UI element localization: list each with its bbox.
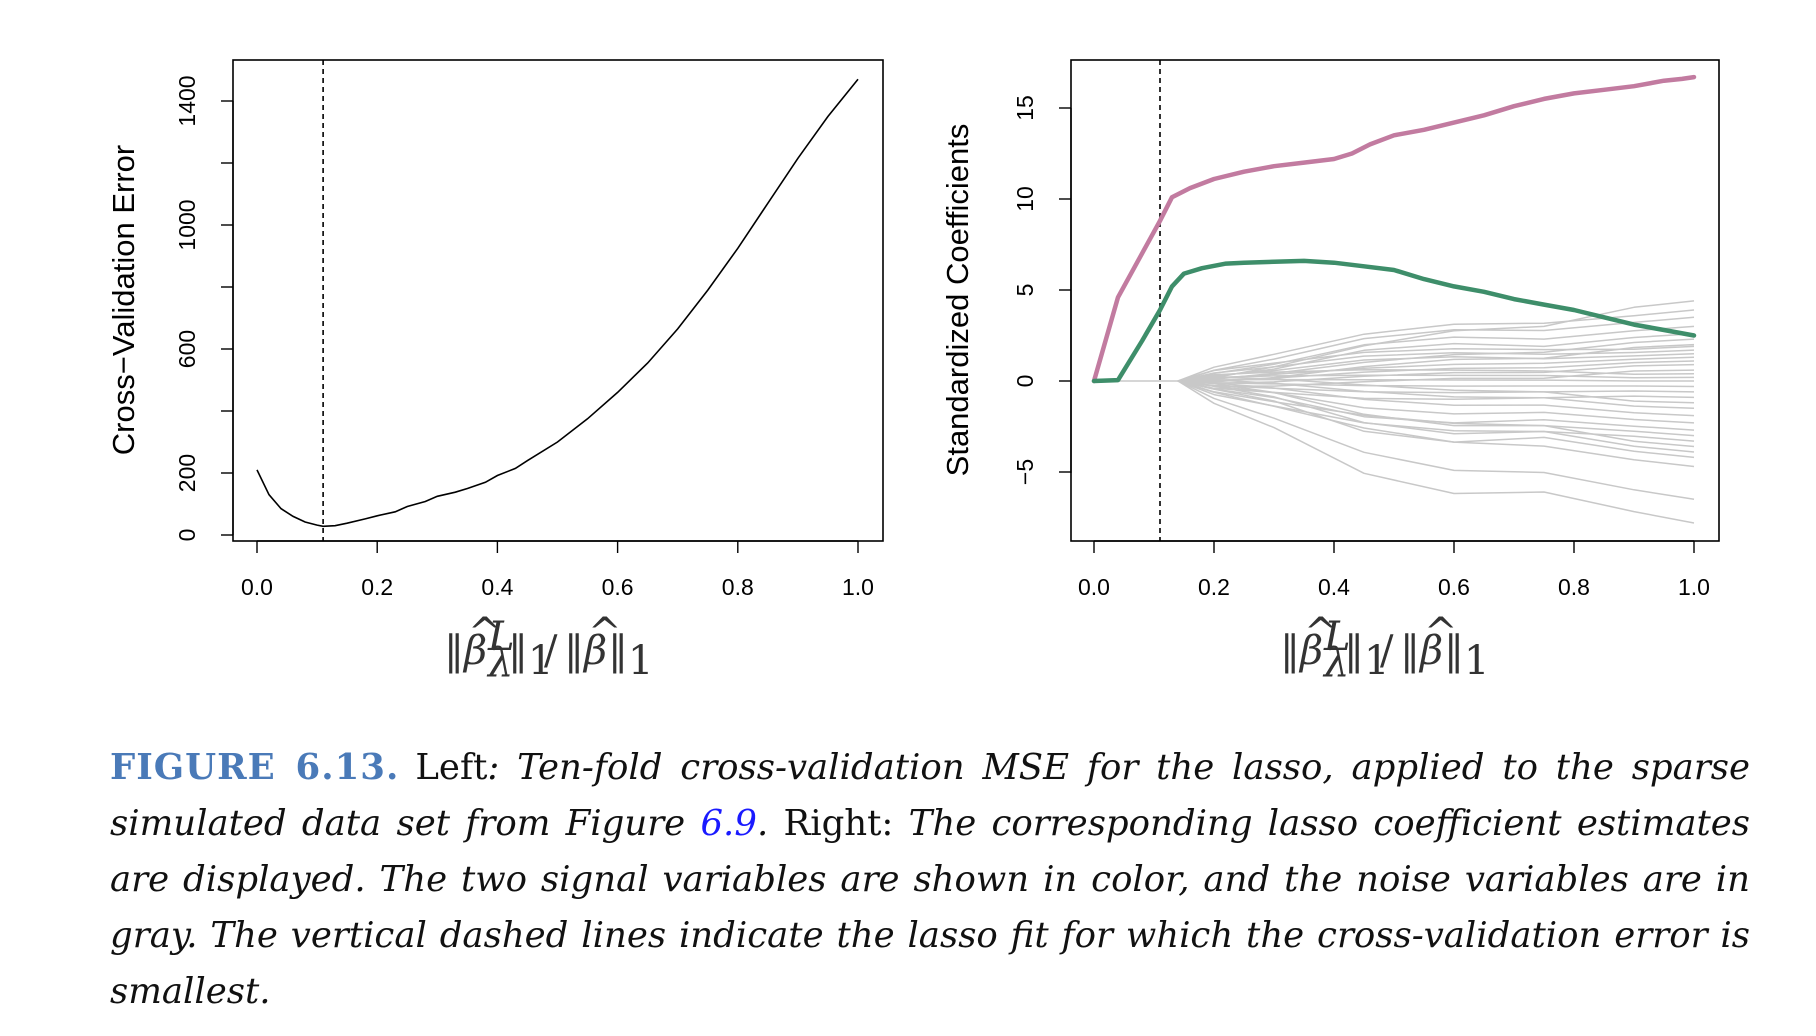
noise-coefficient-path [1177, 376, 1695, 404]
noise-coefficient-path [1177, 349, 1695, 382]
left-y-tick-label: 1400 [174, 75, 200, 126]
noise-coefficient-path [1177, 368, 1695, 382]
svg-text:β: β [582, 628, 607, 674]
right-y-tick-label: 5 [1012, 284, 1038, 297]
svg-text:‖: ‖ [1444, 628, 1464, 674]
right-y-ticks: −5 0 5 10 15 [1012, 95, 1071, 485]
noise-coefficient-path [1177, 309, 1695, 382]
svg-text:‖: ‖ [508, 628, 528, 674]
noise-coefficient-path [1177, 380, 1695, 424]
svg-text:‖: ‖ [1344, 628, 1364, 674]
svg-text:β: β [1298, 628, 1323, 674]
figure-reference-link[interactable]: 6.9 [700, 803, 757, 844]
left-y-axis-title: Cross−Validation Error [106, 145, 141, 455]
right-y-tick-label: 10 [1012, 186, 1038, 212]
noise-coefficient-path [1177, 316, 1695, 382]
right-x-tick-label: 0.0 [1078, 574, 1110, 600]
svg-text:1: 1 [528, 638, 553, 684]
left-y-tick-label: 0 [174, 529, 200, 542]
svg-text:^: ^ [588, 610, 622, 656]
left-x-tick-label: 0.6 [602, 574, 634, 600]
signal-coefficient-path-green [1091, 258, 1697, 384]
noise-coefficient-path [1177, 380, 1695, 394]
noise-coefficient-path [1177, 380, 1695, 459]
svg-text:^: ^ [1424, 610, 1458, 656]
caption-text-part3: The corresponding lasso coefficient esti… [110, 803, 1750, 1012]
svg-text:‖: ‖ [1280, 628, 1300, 674]
noise-coefficient-path [1177, 380, 1695, 468]
right-y-tick-label: 15 [1012, 95, 1038, 121]
coefficients-panel: −5 0 5 10 15 0.0 0.2 0.4 0.6 0.8 1.0 Standardized… [940, 59, 1720, 686]
svg-text:‖: ‖ [1400, 628, 1420, 674]
right-x-tick-label: 0.6 [1438, 574, 1470, 600]
noise-coefficient-path [1177, 380, 1695, 417]
svg-text:‖: ‖ [444, 628, 464, 674]
right-plot-frame [1070, 59, 1720, 542]
right-x-ticks: 0.0 0.2 0.4 0.6 0.8 1.0 [1078, 541, 1710, 600]
cv-error-curve [256, 78, 859, 528]
left-series-group [256, 78, 859, 528]
noise-coefficient-path [1177, 380, 1695, 401]
left-y-tick-label: 1000 [174, 199, 200, 250]
left-y-tick-label: 200 [174, 454, 200, 492]
right-y-tick-label: 0 [1012, 375, 1038, 388]
left-y-ticks: 0 200 600 1000 1400 [174, 75, 233, 541]
right-x-tick-label: 0.4 [1318, 574, 1350, 600]
svg-text:‖: ‖ [608, 628, 628, 674]
svg-text:^: ^ [1304, 610, 1338, 656]
right-y-axis-title: Standardized Coefficients [940, 124, 975, 477]
svg-text:1: 1 [1464, 638, 1489, 684]
svg-text:λ: λ [1322, 640, 1349, 686]
svg-text:^: ^ [468, 610, 502, 656]
svg-text:L: L [487, 614, 515, 660]
left-x-ticks: 0.0 0.2 0.4 0.6 0.8 1.0 [241, 541, 874, 600]
svg-text:‖: ‖ [564, 628, 584, 674]
right-x-tick-label: 1.0 [1678, 574, 1710, 600]
svg-text:β: β [462, 628, 487, 674]
caption-right-word: Right: [783, 803, 894, 844]
svg-text:β: β [1418, 628, 1443, 674]
cv-error-panel: 0 200 600 1000 1400 0.0 0.2 0.4 0.6 0.8 1.0 Cross… [106, 59, 884, 686]
svg-text:λ: λ [486, 640, 513, 686]
signal-coefficient-path-pink [1091, 74, 1697, 384]
noise-coefficient-path [1177, 380, 1695, 453]
noise-coefficient-path [1177, 378, 1694, 382]
noise-series-group [1177, 300, 1695, 524]
signal-series-group [1091, 74, 1697, 384]
noise-coefficient-path [1177, 300, 1695, 382]
left-x-tick-label: 0.0 [241, 574, 273, 600]
noise-coefficient-path [1177, 380, 1695, 388]
left-x-tick-label: 1.0 [842, 574, 874, 600]
right-x-axis-title: ‖ β ^ L λ ‖ 1 / ‖ β ^ ‖ 1 [1280, 610, 1489, 686]
svg-text:1: 1 [628, 638, 653, 684]
noise-coefficient-path [1177, 345, 1695, 382]
caption-text-part2: . [756, 803, 784, 844]
right-x-tick-label: 0.8 [1558, 574, 1590, 600]
svg-text:1: 1 [1364, 638, 1389, 684]
left-plot-frame [232, 59, 884, 542]
left-x-tick-label: 0.2 [361, 574, 393, 600]
right-y-tick-label: −5 [1012, 459, 1038, 485]
noise-coefficient-path [1177, 380, 1695, 524]
noise-coefficient-path [1177, 380, 1695, 442]
caption-text-part1: : Ten-fold cross-validation MSE for the … [110, 747, 1751, 844]
right-x-tick-label: 0.2 [1198, 574, 1230, 600]
figure-label: FIGURE 6.13. [110, 747, 400, 788]
noise-coefficient-path [1177, 379, 1695, 410]
svg-text:/: / [544, 628, 558, 674]
left-x-axis-title: ‖ β ^ L λ ‖ 1 / ‖ β ^ ‖ 1 [444, 610, 653, 686]
noise-coefficient-path [1177, 380, 1695, 448]
left-y-tick-label: 600 [174, 330, 200, 368]
svg-text:L: L [1323, 614, 1351, 660]
left-x-tick-label: 0.4 [481, 574, 513, 600]
figure-caption: FIGURE 6.13. Left: Ten-fold cross-validat… [110, 740, 1750, 1020]
left-x-tick-label: 0.8 [722, 574, 754, 600]
noise-coefficient-path [1177, 380, 1695, 501]
caption-left-word: Left [415, 747, 488, 788]
svg-text:/: / [1380, 628, 1394, 674]
